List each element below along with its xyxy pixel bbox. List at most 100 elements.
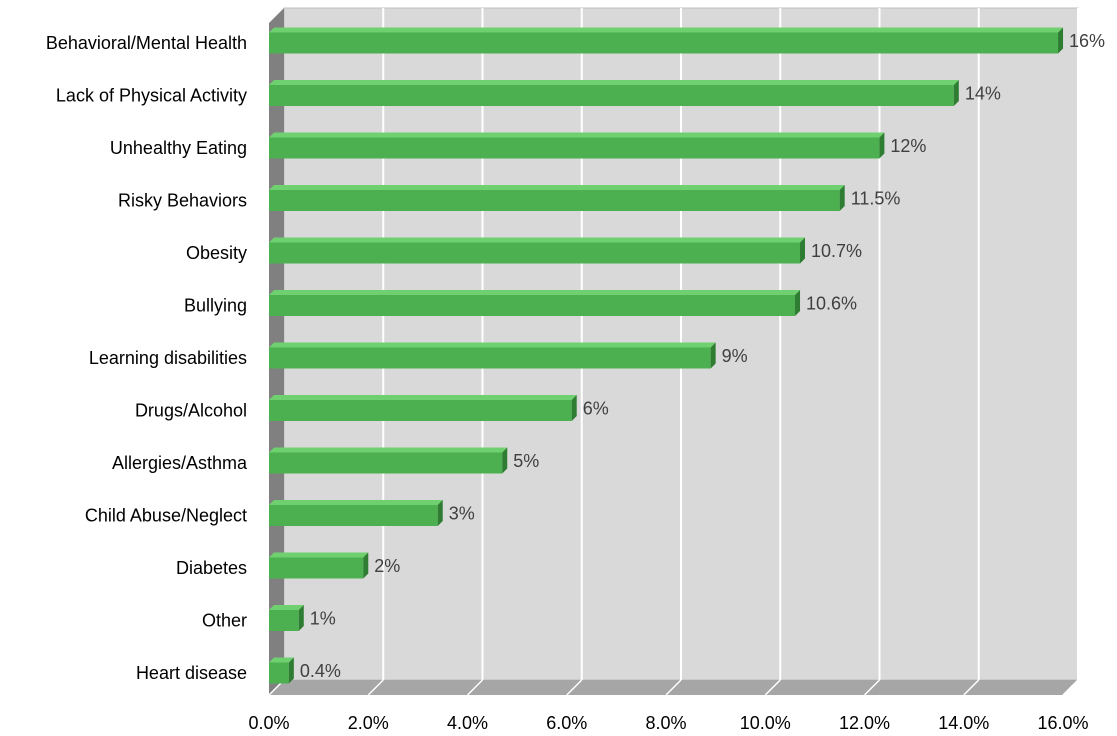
bar-top	[269, 552, 369, 558]
bar-front	[269, 190, 840, 211]
floor-gridline	[566, 679, 583, 696]
floor-gridline	[963, 679, 980, 696]
floor-gridline	[367, 679, 384, 696]
floor-gridline	[863, 679, 881, 696]
bar-top	[269, 237, 805, 243]
category-label: Behavioral/Mental Health	[46, 33, 247, 53]
bar	[269, 290, 801, 316]
bar-front	[269, 85, 954, 106]
bar-front	[269, 137, 880, 159]
bar-front	[269, 505, 438, 526]
bar-top	[269, 27, 1064, 33]
data-label: 0.4%	[300, 661, 341, 681]
data-label: 1%	[310, 609, 336, 629]
category-label: Child Abuse/Neglect	[85, 506, 247, 526]
bar	[269, 447, 508, 474]
data-label: 11.5%	[851, 189, 901, 209]
category-label: Diabetes	[176, 558, 247, 578]
bar	[269, 185, 845, 211]
bar-end	[1058, 27, 1064, 54]
bar	[269, 500, 443, 526]
bar	[269, 552, 369, 579]
bar-front	[269, 347, 711, 369]
bar	[269, 80, 959, 106]
bar-front	[269, 400, 572, 421]
floor-gridline	[764, 679, 781, 696]
bar-top	[269, 80, 959, 85]
bar-top	[269, 185, 845, 190]
bar-top	[269, 290, 801, 295]
data-labels: 16% 14% 12% 11.5% 10.7% 10.6% 9% 6% 5% 3% 2% 1% 0.4%	[300, 31, 1105, 681]
category-label: Bullying	[184, 296, 247, 316]
bar-top	[269, 447, 508, 453]
x-axis-ticks: 0.0% 2.0% 4.0% 6.0% 8.0% 10.0% 12.0% 14.0% 16.0%	[248, 713, 1088, 733]
bar-end	[879, 132, 885, 159]
bar-end	[953, 80, 959, 106]
bar-front	[269, 662, 289, 684]
category-label: Lack of Physical Activity	[56, 86, 247, 106]
floor-gridline	[1062, 679, 1079, 696]
x-tick-label: 14.0%	[938, 713, 989, 733]
bar-end	[502, 447, 508, 474]
bar-end	[799, 237, 805, 264]
category-label: Risky Behaviors	[118, 191, 247, 211]
bar-end	[298, 605, 304, 631]
category-label: Learning disabilities	[89, 348, 247, 368]
bar-front	[269, 610, 299, 631]
data-label: 6%	[583, 399, 609, 419]
bar-front	[269, 452, 503, 474]
bar-end	[839, 185, 845, 211]
category-label: Other	[202, 611, 247, 631]
bar-end	[437, 500, 443, 526]
x-tick-label: 0.0%	[248, 713, 289, 733]
bar	[269, 132, 885, 159]
bar-front	[269, 557, 364, 579]
bar	[269, 342, 716, 369]
x-tick-label: 10.0%	[740, 713, 791, 733]
bar-end	[288, 657, 294, 684]
bar-front	[269, 242, 800, 264]
x-tick-label: 4.0%	[447, 713, 488, 733]
data-label: 10.7%	[811, 241, 862, 261]
bar	[269, 657, 294, 684]
bar-top	[269, 605, 304, 610]
bar-end	[710, 342, 716, 369]
bar	[269, 605, 304, 631]
category-label: Obesity	[186, 243, 247, 263]
category-label: Heart disease	[136, 663, 247, 683]
bar-end	[795, 290, 801, 316]
data-label: 2%	[374, 556, 400, 576]
data-label: 5%	[513, 451, 539, 471]
bar-top	[269, 500, 443, 505]
bar-end	[363, 552, 369, 579]
bar-top	[269, 342, 716, 348]
x-tick-label: 8.0%	[645, 713, 686, 733]
bar-top	[269, 395, 577, 400]
bar	[269, 27, 1064, 54]
floor-gridline	[466, 679, 484, 696]
category-label: Drugs/Alcohol	[135, 401, 247, 421]
data-label: 3%	[449, 504, 475, 524]
x-tick-label: 6.0%	[546, 713, 587, 733]
data-label: 14%	[965, 84, 1001, 104]
bar-front	[269, 32, 1059, 54]
data-label: 12%	[890, 136, 926, 156]
bar-end	[571, 395, 577, 421]
category-label: Unhealthy Eating	[110, 138, 247, 158]
floor-gridline	[665, 679, 682, 696]
category-labels: Behavioral/Mental Health Lack of Physical…	[46, 33, 248, 683]
data-label: 10.6%	[806, 294, 857, 314]
x-tick-label: 12.0%	[839, 713, 890, 733]
data-label: 9%	[722, 346, 748, 366]
bar	[269, 395, 577, 421]
x-tick-label: 2.0%	[348, 713, 389, 733]
bar	[269, 237, 805, 264]
bar-front	[269, 295, 796, 316]
bars	[269, 27, 1064, 684]
data-label: 16%	[1069, 31, 1105, 51]
x-tick-label: 16.0%	[1037, 713, 1088, 733]
category-label: Allergies/Asthma	[112, 453, 248, 473]
bar-top	[269, 132, 885, 138]
bar-top	[269, 657, 294, 663]
